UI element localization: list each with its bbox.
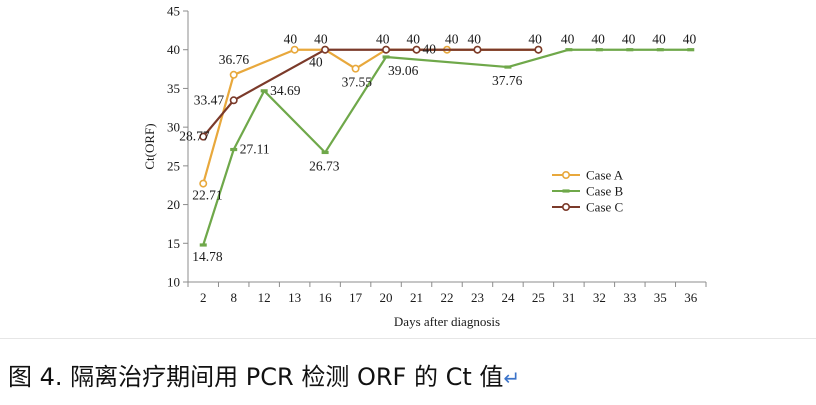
data-label: 40: [423, 42, 437, 57]
data-point-marker: [412, 45, 421, 54]
y-tick-label: 35: [167, 81, 180, 96]
legend-entry: Case B: [552, 184, 624, 199]
ct-orf-line-chart: 10 15 20 25 30 35 40 45 2 8 12 13 16 17 20 21 22 23 24 25 31…: [142, 4, 707, 329]
legend-label: Case A: [586, 168, 624, 183]
y-tick-label: 45: [167, 4, 180, 19]
x-tick-label: 35: [654, 290, 667, 305]
data-label: 40: [561, 32, 575, 47]
figure-caption: 图 4. 隔离治疗期间用 PCR 检测 ORF 的 Ct 值↵: [8, 357, 520, 392]
y-tick-label: 30: [167, 120, 180, 135]
x-tick-label: 31: [562, 290, 575, 305]
y-tick-label: 25: [167, 158, 180, 173]
data-point-marker: [260, 89, 268, 93]
legend-label: Case C: [586, 200, 623, 215]
data-point-marker: [199, 243, 207, 247]
series-line: [202, 48, 539, 138]
axes: 10 15 20 25 30 35 40 45 2 8 12 13 16 17 20 21 22 23 24 25 31…: [142, 4, 707, 329]
data-label: 34.69: [270, 83, 301, 98]
x-axis-title: Days after diagnosis: [394, 314, 500, 329]
x-tick-label: 33: [623, 290, 636, 305]
x-tick-label: 20: [380, 290, 393, 305]
y-tick-label: 40: [167, 42, 180, 57]
data-point-marker: [290, 45, 299, 54]
data-label: 26.73: [309, 158, 340, 173]
series-layer: [199, 45, 695, 247]
x-tick-label: 12: [258, 290, 271, 305]
caption-text: 图 4. 隔离治疗期间用 PCR 检测 ORF 的 Ct 值: [8, 363, 504, 391]
x-tick-label: 2: [200, 290, 207, 305]
legend-entry: Case C: [552, 200, 623, 215]
data-point-marker: [229, 70, 238, 79]
data-point-marker: [382, 45, 391, 54]
legend-label: Case B: [586, 184, 624, 199]
data-label: 40: [528, 32, 542, 47]
x-tick-label: 17: [349, 290, 363, 305]
data-label: 40: [284, 32, 298, 47]
data-label: 40: [591, 32, 605, 47]
data-point-marker: [473, 45, 482, 54]
x-tick-label: 22: [441, 290, 454, 305]
y-tick-label: 15: [167, 236, 180, 251]
data-label: 37.55: [342, 75, 373, 90]
x-tick-label: 36: [684, 290, 698, 305]
data-label: 39.06: [388, 63, 419, 78]
data-point-marker: [626, 48, 634, 52]
legend-entry: Case A: [552, 168, 624, 183]
legend-marker: [561, 203, 570, 212]
data-point-marker: [199, 132, 208, 141]
data-point-marker: [321, 45, 330, 54]
series-line: [202, 48, 691, 246]
data-point-marker: [321, 150, 329, 155]
data-label: 33.47: [194, 92, 225, 107]
data-label: 27.11: [240, 142, 270, 157]
series-line: [202, 48, 539, 184]
data-label: 37.76: [492, 73, 523, 88]
x-tick-label: 16: [319, 290, 333, 305]
x-tick-label: 21: [410, 290, 423, 305]
data-point-marker: [199, 179, 208, 188]
data-label: 40: [445, 32, 459, 47]
x-tick-label: 8: [230, 290, 237, 305]
data-point-marker: [565, 48, 573, 52]
data-point-marker: [534, 45, 543, 54]
data-point-marker: [230, 147, 238, 152]
x-tick-label: 32: [593, 290, 606, 305]
data-label: 40: [314, 32, 328, 47]
data-label: 36.76: [219, 52, 250, 67]
data-label: 40: [376, 32, 390, 47]
data-label: 40: [622, 32, 636, 47]
data-label: 40: [309, 55, 323, 70]
y-axis-title: Ct(ORF): [142, 123, 157, 169]
y-tick-label: 20: [167, 197, 180, 212]
data-point-marker: [229, 96, 238, 105]
data-label: 40: [467, 32, 481, 47]
data-point-marker: [504, 65, 512, 69]
legend-marker: [562, 189, 570, 193]
data-label: 40: [407, 32, 421, 47]
data-point-marker: [382, 55, 390, 59]
y-tick-label: 10: [167, 275, 180, 290]
legend-marker: [561, 171, 570, 180]
x-tick-label: 23: [471, 290, 484, 305]
data-label: 22.71: [192, 188, 222, 203]
series-case-b: [199, 48, 695, 247]
data-point-marker: [656, 48, 664, 52]
data-label: 40: [683, 32, 697, 47]
data-point-marker: [595, 48, 603, 52]
data-label: 14.78: [192, 249, 223, 264]
return-mark-icon: ↵: [503, 366, 521, 390]
series-case-c: [199, 45, 543, 141]
caption-bar: 图 4. 隔离治疗期间用 PCR 检测 ORF 的 Ct 值↵: [0, 338, 816, 405]
data-point-marker: [687, 48, 695, 52]
data-label: 40: [652, 32, 666, 47]
data-point-marker: [351, 64, 360, 73]
data-label: 28.77: [179, 129, 210, 144]
x-tick-label: 13: [288, 290, 301, 305]
chart-canvas: 10 15 20 25 30 35 40 45 2 8 12 13 16 17 20 21 22 23 24 25 31…: [142, 4, 707, 329]
x-tick-label: 25: [532, 290, 545, 305]
x-tick-label: 24: [501, 290, 515, 305]
